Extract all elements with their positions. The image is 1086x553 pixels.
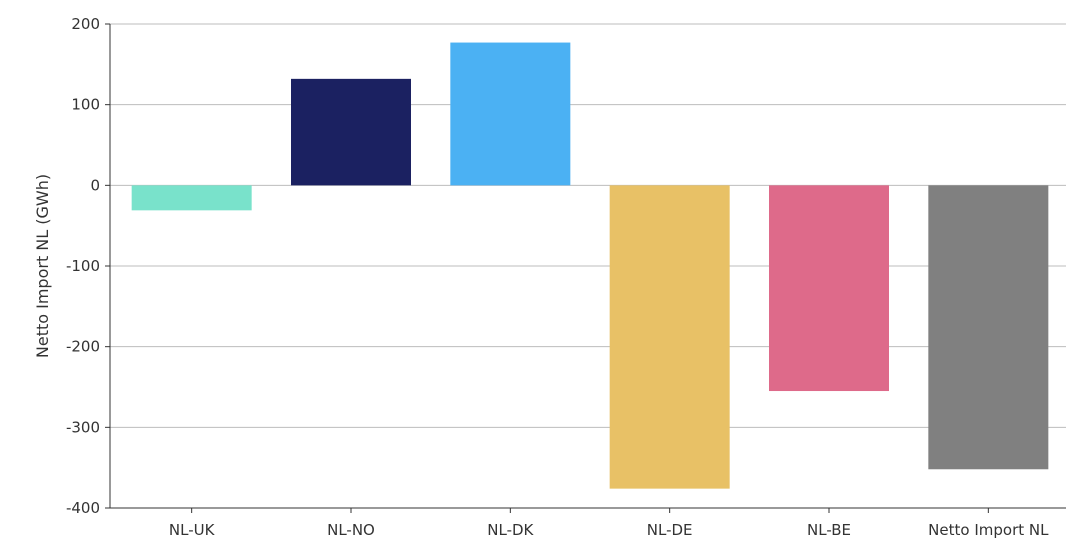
y-tick-label: -300 bbox=[66, 418, 100, 436]
bar-nl-de bbox=[609, 185, 730, 489]
bar-nl-be bbox=[769, 185, 889, 392]
bars bbox=[131, 42, 1049, 489]
bar-nl-dk bbox=[450, 42, 571, 186]
y-axis-title: Netto Import NL (GWh) bbox=[33, 174, 52, 358]
y-tick-label: -100 bbox=[66, 257, 100, 275]
x-axis-ticks: NL-UK NL-NO NL-DK NL-DE NL-BE Netto Import NL bbox=[169, 508, 1049, 539]
y-tick-label: 200 bbox=[71, 15, 100, 33]
x-tick-label: NL-UK bbox=[169, 521, 216, 539]
x-tick-label: NL-DE bbox=[647, 521, 693, 539]
y-tick-label: 0 bbox=[90, 176, 100, 194]
x-tick-label: Netto Import NL bbox=[928, 521, 1049, 539]
x-tick-label: NL-NO bbox=[327, 521, 375, 539]
bar-netto-import-nl bbox=[928, 185, 1049, 470]
y-tick-label: -400 bbox=[66, 499, 100, 517]
bar-nl-uk bbox=[131, 185, 252, 211]
gridlines bbox=[110, 23, 1066, 509]
x-tick-label: NL-DK bbox=[487, 521, 534, 539]
y-tick-label: -200 bbox=[66, 338, 100, 356]
x-tick-label: NL-BE bbox=[807, 521, 851, 539]
y-axis-ticks: -400 -300 -200 -100 0 100 200 bbox=[66, 15, 110, 517]
bar-nl-no bbox=[291, 78, 411, 186]
y-tick-label: 100 bbox=[71, 96, 100, 114]
